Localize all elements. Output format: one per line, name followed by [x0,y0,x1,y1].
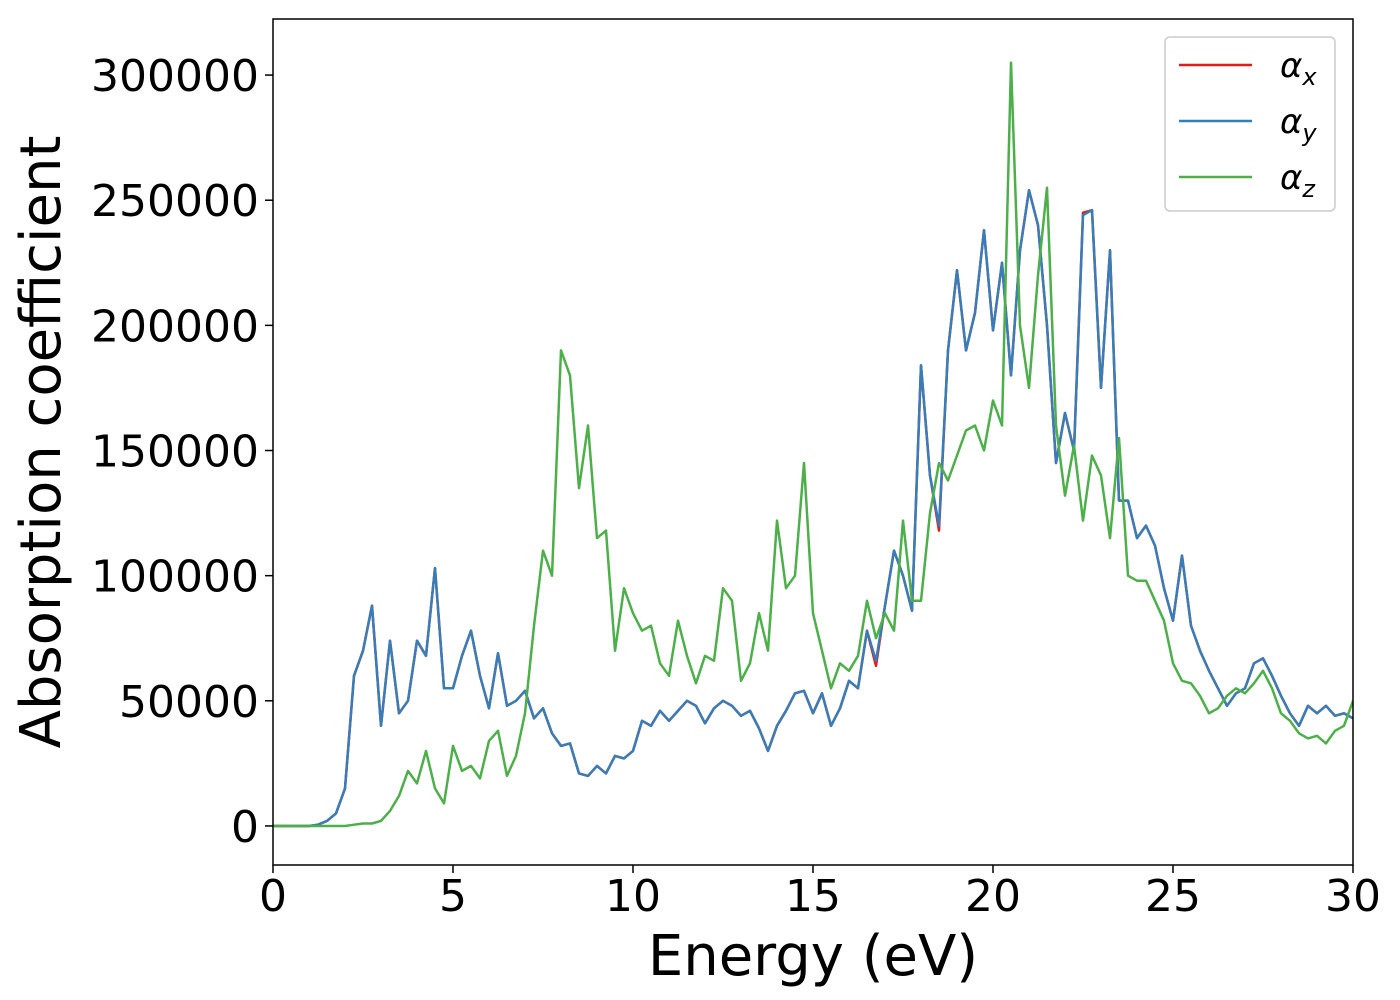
y-axis-label: Absorption coefficient [9,136,74,749]
plot-frame [272,18,1354,866]
y-tick-label: 250000 [91,176,259,227]
line-series [273,188,1353,828]
y-tick-label: 100000 [91,552,259,603]
y-tick-label: 300000 [91,51,259,102]
plot-lines [273,61,1353,828]
x-tick-label: 15 [785,871,841,922]
y-tick-label: 200000 [91,301,259,352]
x-tick-label: 20 [965,871,1021,922]
legend-box [1164,36,1336,212]
line-series [273,61,1353,828]
x-tick-label: 10 [605,871,661,922]
y-tick-label: 50000 [119,677,259,728]
x-tick-label: 30 [1325,871,1381,922]
line-series [273,188,1353,828]
x-tick-label: 5 [439,871,467,922]
legend-label: αz [1280,158,1316,203]
x-axis-label: Energy (eV) [648,924,978,989]
x-tick-label: 25 [1145,871,1201,922]
x-tick-label: 0 [259,871,287,922]
y-tick-label: 0 [231,802,259,853]
y-tick-label: 150000 [91,427,259,478]
